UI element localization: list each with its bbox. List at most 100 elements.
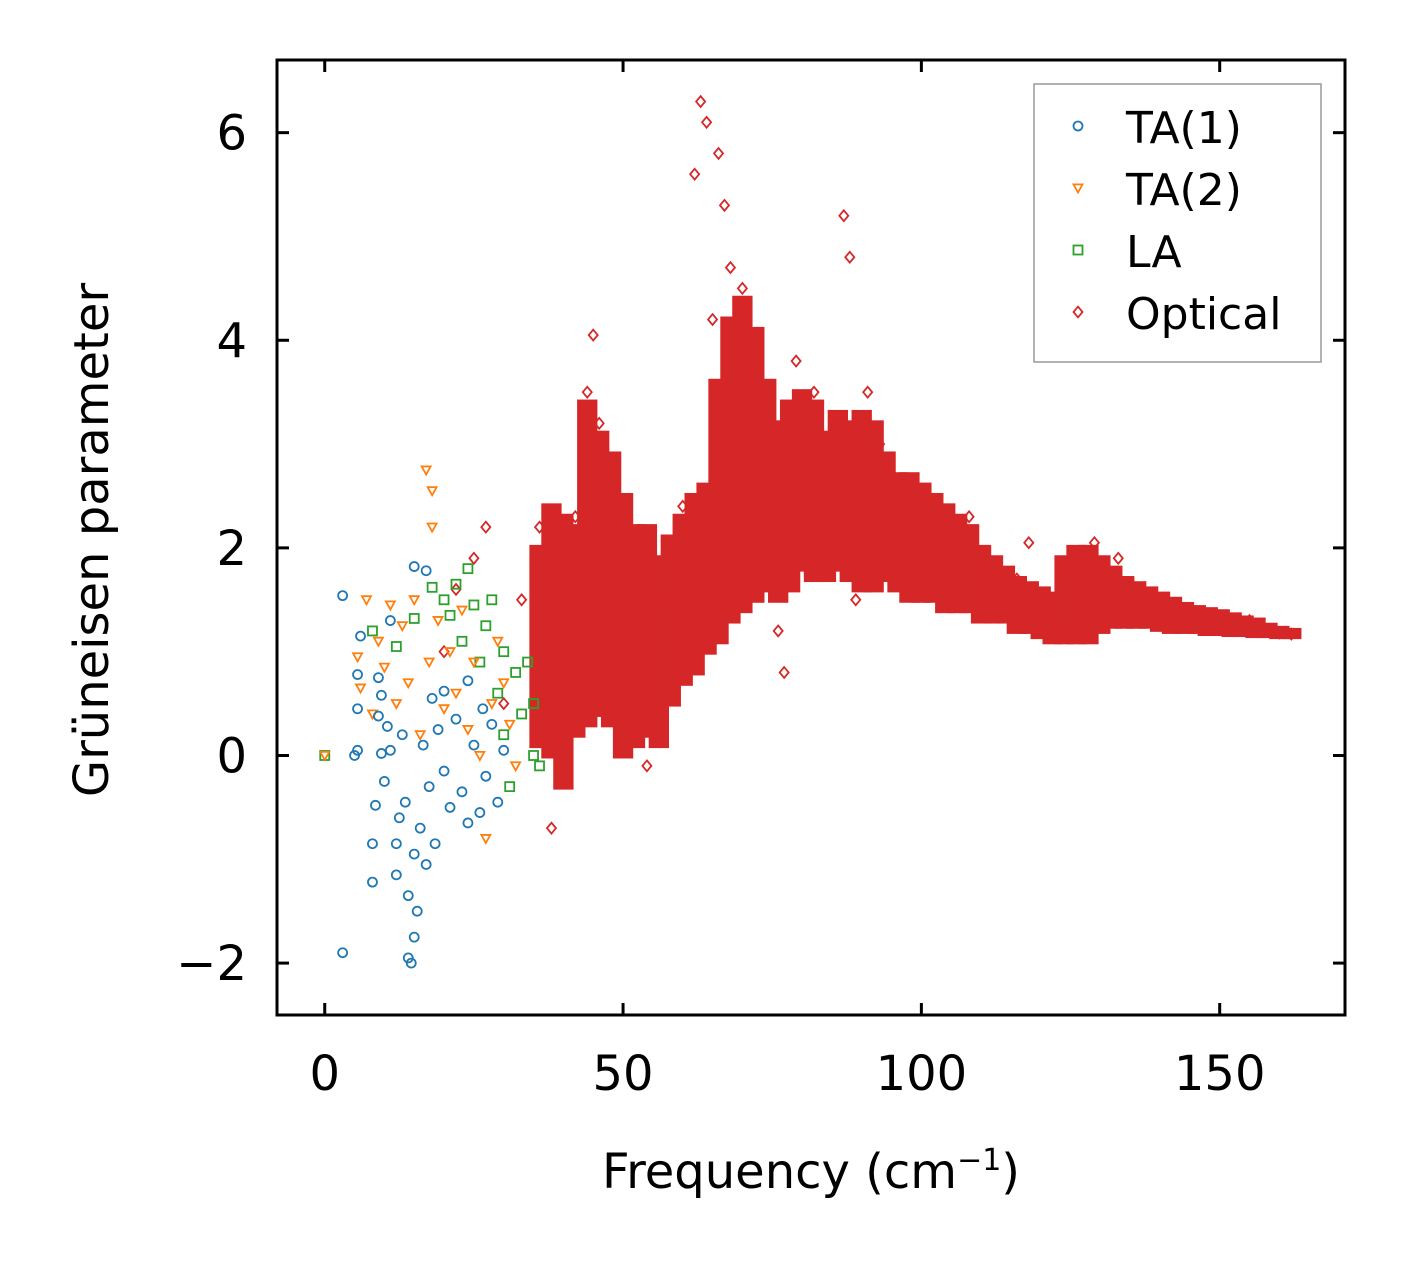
data-point <box>480 770 492 782</box>
data-point <box>927 520 939 534</box>
data-point <box>1208 613 1220 628</box>
data-point <box>426 692 438 704</box>
data-point <box>450 713 462 725</box>
data-point <box>360 595 373 607</box>
data-point <box>688 167 701 181</box>
data-point <box>444 609 456 621</box>
data-point <box>378 776 390 787</box>
data-point <box>1112 551 1124 566</box>
data-point <box>402 952 414 964</box>
data-point <box>438 704 451 716</box>
data-point <box>411 905 423 917</box>
data-point <box>423 781 435 793</box>
data-point <box>509 761 522 773</box>
data-point <box>456 786 468 798</box>
data-point <box>587 328 599 342</box>
data-point <box>581 385 593 399</box>
data-point <box>462 563 474 575</box>
data-point <box>438 594 450 606</box>
data-point <box>808 385 820 399</box>
data-point <box>498 696 510 711</box>
data-point <box>432 616 445 627</box>
data-point <box>473 750 486 762</box>
data-point <box>1225 618 1238 633</box>
data-point <box>444 801 456 813</box>
data-point <box>653 592 665 607</box>
data-point <box>772 624 784 638</box>
data-point <box>337 590 349 602</box>
data-point <box>373 672 384 684</box>
data-point <box>367 625 378 637</box>
data-point <box>1088 535 1101 550</box>
data-point <box>516 708 528 720</box>
data-point <box>337 947 349 959</box>
data-point <box>492 796 504 808</box>
y-axis-title: Grüneisen parameter <box>64 283 120 798</box>
data-point <box>1154 598 1166 612</box>
data-point <box>718 198 731 213</box>
legend-marker <box>1072 305 1084 319</box>
data-point <box>420 859 432 870</box>
data-point <box>367 876 378 888</box>
data-point <box>399 796 411 808</box>
data-point <box>426 486 439 498</box>
data-point <box>438 685 450 697</box>
data-point <box>384 600 397 612</box>
data-point <box>376 748 387 759</box>
data-point <box>390 838 402 850</box>
data-point <box>417 739 429 751</box>
data-point <box>450 582 462 597</box>
data-point <box>706 312 719 327</box>
data-point <box>396 729 408 741</box>
data-point <box>352 703 363 715</box>
series-optical <box>438 94 1302 835</box>
data-point <box>485 699 498 710</box>
data-point <box>408 595 421 607</box>
data-point <box>1172 603 1184 617</box>
data-point <box>724 260 737 275</box>
data-point <box>1011 572 1023 586</box>
data-point <box>370 799 381 811</box>
data-point <box>700 115 713 130</box>
data-point <box>376 689 387 701</box>
series-ta-2- <box>318 465 522 845</box>
data-point <box>480 620 492 632</box>
data-point <box>838 208 850 223</box>
data-point <box>528 698 539 709</box>
data-point <box>405 957 417 969</box>
data-point <box>408 848 420 860</box>
data-point <box>557 613 570 628</box>
data-point <box>1285 627 1297 641</box>
data-point <box>504 781 516 793</box>
legend-item: Optical <box>1072 289 1281 340</box>
data-point <box>1273 626 1286 640</box>
data-point <box>420 465 433 477</box>
data-point <box>408 561 420 572</box>
data-point <box>367 838 378 850</box>
data-point <box>477 703 489 715</box>
data-point <box>736 281 749 296</box>
data-point <box>873 437 886 451</box>
data-point <box>438 765 450 777</box>
data-point <box>1190 608 1202 623</box>
legend-label: Optical <box>1126 289 1281 340</box>
data-point <box>498 729 510 741</box>
data-point <box>593 416 605 431</box>
data-point <box>641 759 653 773</box>
tick-layer: 0 50 100 150 −2 0 2 4 6 <box>176 60 1345 1102</box>
data-point <box>510 667 522 678</box>
data-point <box>461 725 474 736</box>
data-point <box>373 710 384 722</box>
y-tick-label: 4 <box>216 313 247 369</box>
data-point <box>449 688 463 700</box>
data-point <box>462 817 474 829</box>
data-point <box>408 613 420 624</box>
data-point <box>432 724 444 735</box>
data-point <box>1142 592 1154 607</box>
data-point <box>498 646 510 658</box>
data-point <box>355 630 366 642</box>
data-point <box>629 727 641 742</box>
data-point <box>402 890 414 902</box>
series-layer <box>318 94 1302 969</box>
